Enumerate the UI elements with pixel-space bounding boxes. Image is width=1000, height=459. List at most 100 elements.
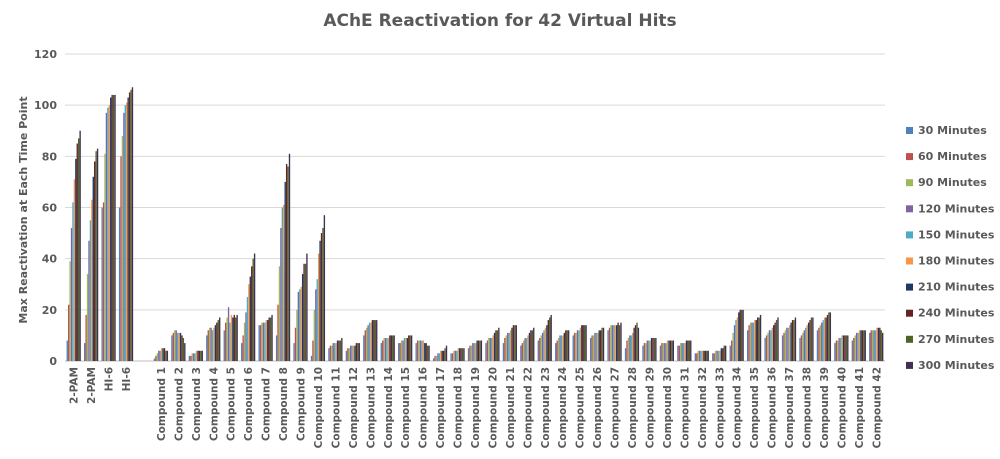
bar-0-46 (869, 332, 871, 361)
bar-6-25 (511, 327, 513, 361)
bar-6-42 (807, 322, 810, 362)
x-tick-label-29: Compound 25 (575, 367, 587, 448)
bar-2-45 (854, 335, 856, 361)
bar-7-41 (791, 320, 794, 361)
bar-4-32 (630, 335, 632, 361)
bar-7-20 (425, 343, 427, 361)
bar-6-11 (267, 320, 269, 361)
bar-5-30 (597, 332, 599, 361)
bar-1-15 (329, 345, 332, 361)
bar-8-18 (392, 335, 394, 361)
bar-4-7 (194, 353, 196, 361)
bar-8-13 (304, 263, 307, 361)
bar-2-18 (383, 337, 385, 361)
bar-5-24 (492, 335, 494, 361)
bar-4-24 (491, 337, 493, 361)
bar-9-43 (829, 312, 832, 361)
bar-3-37 (716, 350, 718, 361)
bar-2-31 (610, 325, 612, 361)
bar-5-31 (614, 325, 616, 361)
x-tick-label-2: HI-6 (104, 367, 116, 391)
bar-5-11 (265, 320, 267, 361)
bar-7-9 (233, 314, 235, 361)
legend: 30 Minutes 60 Minutes 90 Minutes 120 Minute… (906, 124, 995, 372)
bar-3-0 (70, 227, 73, 361)
bar-6-44 (842, 335, 845, 361)
bar-5-13 (300, 286, 302, 361)
bar-9-39 (759, 314, 762, 361)
bar-8-25 (514, 325, 516, 361)
x-tick-label-44: Compound 40 (836, 367, 848, 448)
bar-5-37 (719, 350, 721, 361)
bar-2-24 (488, 337, 490, 361)
bar-8-32 (636, 322, 638, 362)
bar-3-23 (472, 343, 474, 361)
x-tick-label-0: 2-PAM (69, 367, 81, 404)
bar-5-35 (684, 343, 686, 361)
bar-7-28 (565, 330, 567, 361)
bar-7-34 (669, 340, 672, 361)
bar-9-0 (79, 130, 81, 361)
bar-4-19 (403, 337, 406, 361)
bar-7-26 (530, 330, 532, 361)
bar-3-7 (192, 353, 195, 361)
bar-0-9 (223, 330, 225, 361)
bar-4-28 (560, 335, 563, 361)
bar-0-3 (118, 207, 121, 361)
x-tick-label-41: Compound 37 (784, 367, 796, 448)
bar-0-17 (363, 335, 365, 361)
x-axis-ticks: 2-PAM 2-PAM HI-6 HI-6 Compound 1 Compound 2 Co… (69, 367, 884, 448)
bar-3-41 (786, 327, 788, 361)
bar-9-32 (637, 327, 640, 361)
x-tick-label-33: Compound 29 (644, 367, 656, 448)
bar-7-13 (303, 263, 305, 361)
bar-5-8 (213, 327, 215, 361)
bar-0-2 (101, 207, 103, 361)
legend-swatch-1 (906, 153, 913, 161)
bar-5-7 (195, 350, 198, 361)
bar-1-40 (765, 335, 768, 361)
bar-9-9 (236, 314, 238, 361)
bar-4-5 (159, 350, 161, 361)
bar-8-41 (793, 320, 795, 361)
x-tick-label-40: Compound 36 (767, 367, 779, 448)
bar-8-21 (444, 348, 446, 361)
bar-4-17 (368, 322, 371, 362)
bar-6-26 (528, 332, 531, 361)
bar-7-11 (268, 317, 270, 361)
bar-7-6 (181, 335, 183, 361)
bar-2-17 (366, 327, 368, 361)
bar-2-16 (348, 348, 350, 361)
bar-7-46 (879, 327, 881, 361)
bar-4-27 (543, 330, 545, 361)
x-tick-label-24: Compound 20 (487, 367, 499, 448)
bar-2-39 (749, 322, 752, 362)
bar-3-17 (367, 325, 369, 361)
y-tick-label-100: 100 (34, 99, 57, 112)
bar-9-3 (131, 87, 134, 361)
bar-1-3 (120, 156, 122, 361)
bar-0-12 (275, 335, 278, 361)
x-tick-label-38: Compound 34 (732, 367, 744, 448)
x-tick-label-11: Compound 7 (261, 367, 273, 441)
bar-8-14 (322, 227, 324, 361)
x-tick-label-7: Compound 3 (191, 367, 203, 441)
bar-2-32 (627, 337, 630, 361)
bar-9-38 (742, 309, 744, 361)
y-tick-label-120: 120 (34, 48, 57, 61)
bar-9-22 (463, 348, 465, 361)
bar-3-30 (594, 332, 596, 361)
bar-6-36 (703, 350, 705, 361)
bar-6-28 (563, 332, 566, 361)
bar-1-43 (818, 327, 820, 361)
bar-1-25 (504, 337, 506, 361)
bar-8-1 (95, 151, 97, 361)
bar-7-12 (285, 164, 288, 361)
bar-5-22 (457, 348, 459, 361)
bar-0-35 (677, 345, 679, 361)
bar-7-3 (128, 92, 131, 362)
x-tick-label-22: Compound 18 (453, 367, 465, 448)
bar-2-42 (802, 332, 804, 361)
bar-0-33 (642, 345, 644, 361)
bar-4-6 (176, 332, 179, 361)
